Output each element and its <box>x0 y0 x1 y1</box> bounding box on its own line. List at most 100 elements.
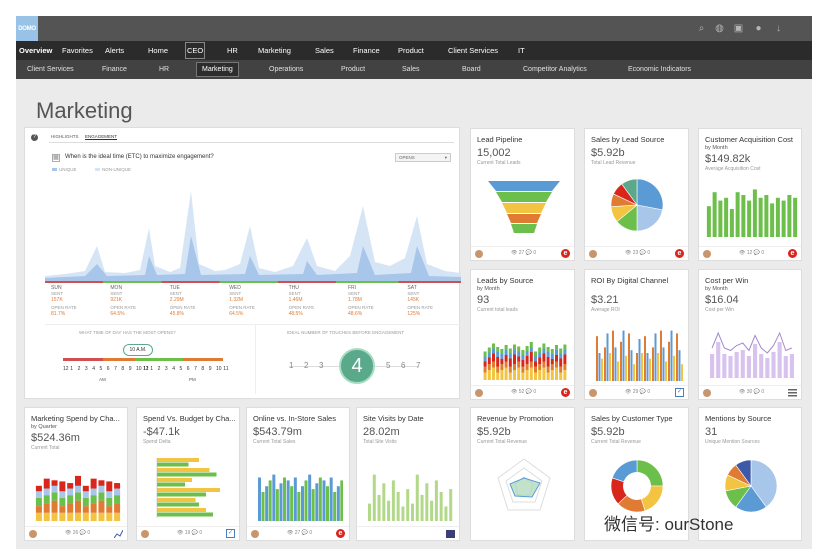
bar <box>668 341 670 381</box>
bar <box>534 366 537 373</box>
bar <box>492 361 495 368</box>
card-cost-per-win[interactable]: Cost per Win by Month $16.04 Cost per Wi… <box>698 269 802 400</box>
subnav-board[interactable]: Board <box>462 66 481 73</box>
day-label: THU <box>288 285 299 291</box>
subnav-finance[interactable]: Finance <box>102 66 127 73</box>
card-sales-by-customer-type[interactable]: Sales by Customer Type $5.92b Current To… <box>584 407 689 541</box>
bar <box>681 364 683 381</box>
stacked-bar-chart <box>483 342 567 380</box>
nav-product[interactable]: Product <box>398 46 424 55</box>
card-spend-vs-budget[interactable]: Spend Vs. Budget by Cha... -$47.1k Spend… <box>136 407 240 541</box>
bar <box>670 330 673 381</box>
domo-logo[interactable]: DOMO <box>16 16 38 41</box>
bar <box>718 200 723 237</box>
card-leads-by-source[interactable]: Leads by Source by Month 93 Current tota… <box>470 269 575 400</box>
bar <box>98 500 105 513</box>
subnav-marketing[interactable]: Marketing <box>196 62 239 77</box>
bar <box>559 372 563 380</box>
subnav-competitor-analytics[interactable]: Competitor Analytics <box>523 66 587 73</box>
bar <box>513 370 516 380</box>
bar <box>534 351 537 357</box>
nav-marketing[interactable]: Marketing <box>258 46 291 55</box>
card-value: $5.92b <box>591 147 625 159</box>
bar <box>387 500 391 521</box>
tab-highlights[interactable]: HIGHLIGHTS <box>51 134 79 139</box>
bar <box>372 474 376 521</box>
help-icon[interactable]: ? <box>31 134 38 141</box>
nav-finance[interactable]: Finance <box>353 46 380 55</box>
card-title: Leads by Source <box>477 276 534 285</box>
bar <box>75 475 81 486</box>
bar <box>787 195 792 237</box>
card-marketing-spend[interactable]: Marketing Spend by Cha... by Quarter $52… <box>24 407 128 541</box>
hour-label: 3 <box>84 366 88 372</box>
hour-label: 1 <box>150 366 154 372</box>
card-mentions-by-source[interactable]: Mentions by Source 31 Unique Mention Sou… <box>698 407 802 541</box>
download-icon[interactable]: ↓ <box>776 23 781 34</box>
bar <box>411 503 414 521</box>
nav-sales[interactable]: Sales <box>315 46 334 55</box>
card-lead-pipeline[interactable]: Lead Pipeline 15,002 Current Total Leads… <box>470 128 575 261</box>
card-title: Spend Vs. Budget by Cha... <box>143 414 236 423</box>
globe-icon[interactable]: ◍ <box>715 23 724 34</box>
nav-alerts[interactable]: Alerts <box>105 46 125 55</box>
bar <box>546 347 550 352</box>
bar <box>297 492 301 521</box>
series-line <box>711 331 793 354</box>
subnav-hr[interactable]: HR <box>159 66 170 73</box>
watermark-text: 微信号: ourStone <box>604 515 734 534</box>
metric-select[interactable]: OPENS ▾ <box>395 153 451 162</box>
bar <box>51 492 58 501</box>
bar <box>710 354 715 378</box>
bar <box>781 200 786 237</box>
search-icon[interactable]: ⌕ <box>698 23 705 34</box>
hour-label: 4 <box>92 366 95 372</box>
bar <box>504 367 508 380</box>
card-customer-acquisition-cost[interactable]: Customer Acquisition Cost by Month $149.… <box>698 128 802 261</box>
card-value: 15,002 <box>477 147 511 159</box>
nav-home[interactable]: Home <box>148 46 169 55</box>
page-title: Marketing <box>36 98 133 123</box>
nav-hr[interactable]: HR <box>227 46 238 55</box>
nav-favorites[interactable]: Favorites <box>62 46 93 55</box>
bar <box>649 358 651 381</box>
card-label: Unique Mention Sources <box>705 439 760 445</box>
card-title: Marketing Spend by Cha... <box>31 414 120 423</box>
card-label: Average ROI <box>591 307 620 313</box>
checklist-icon[interactable]: ▣ <box>733 23 744 34</box>
bar <box>529 342 533 347</box>
bar <box>90 503 97 513</box>
subnav-client-services[interactable]: Client Services <box>27 66 74 73</box>
subnav-product[interactable]: Product <box>341 66 366 73</box>
card-online-vs-store[interactable]: Online vs. In-Store Sales $543.79m Curre… <box>246 407 350 541</box>
day-strip <box>45 281 461 283</box>
tab-engagement[interactable]: ENGAGEMENT <box>85 134 118 140</box>
bar <box>752 189 757 237</box>
nav-client-services[interactable]: Client Services <box>448 46 499 55</box>
bar <box>542 343 546 349</box>
bar <box>513 344 516 350</box>
hour-label: 11 <box>223 366 229 372</box>
hour-label: 8 <box>201 366 205 372</box>
card-roi-by-digital-channel[interactable]: ROI By Digital Channel $3.21 Average ROI… <box>584 269 689 400</box>
subnav-economic-indicators[interactable]: Economic Indicators <box>628 66 692 73</box>
subnav-sales[interactable]: Sales <box>402 66 420 73</box>
card-label: Current Total Sales <box>253 439 296 445</box>
card-site-visits[interactable]: Site Visits by Date 28.02m Total Site Vi… <box>356 407 460 541</box>
nav-it[interactable]: IT <box>518 46 525 55</box>
bar <box>487 364 491 370</box>
card-sales-by-lead-source[interactable]: Sales by Lead Source $5.92b Total Lead R… <box>584 128 689 261</box>
rate-label: OPEN RATE <box>51 305 77 310</box>
sent-value: 1.46M <box>288 297 303 303</box>
nav-ceo[interactable]: CEO <box>184 41 206 60</box>
chat-icon[interactable]: ● <box>755 23 762 34</box>
bar <box>43 488 50 496</box>
bar <box>368 503 371 521</box>
card-revenue-by-promotion[interactable]: Revenue by Promotion $5.92b Current Tota… <box>470 407 575 541</box>
nav-overview[interactable]: Overview <box>19 46 53 55</box>
pie-slice <box>621 178 638 206</box>
card-value: 93 <box>477 294 490 306</box>
bar <box>546 366 550 373</box>
subnav-operations[interactable]: Operations <box>269 66 304 73</box>
hour-label: 7 <box>114 366 117 372</box>
